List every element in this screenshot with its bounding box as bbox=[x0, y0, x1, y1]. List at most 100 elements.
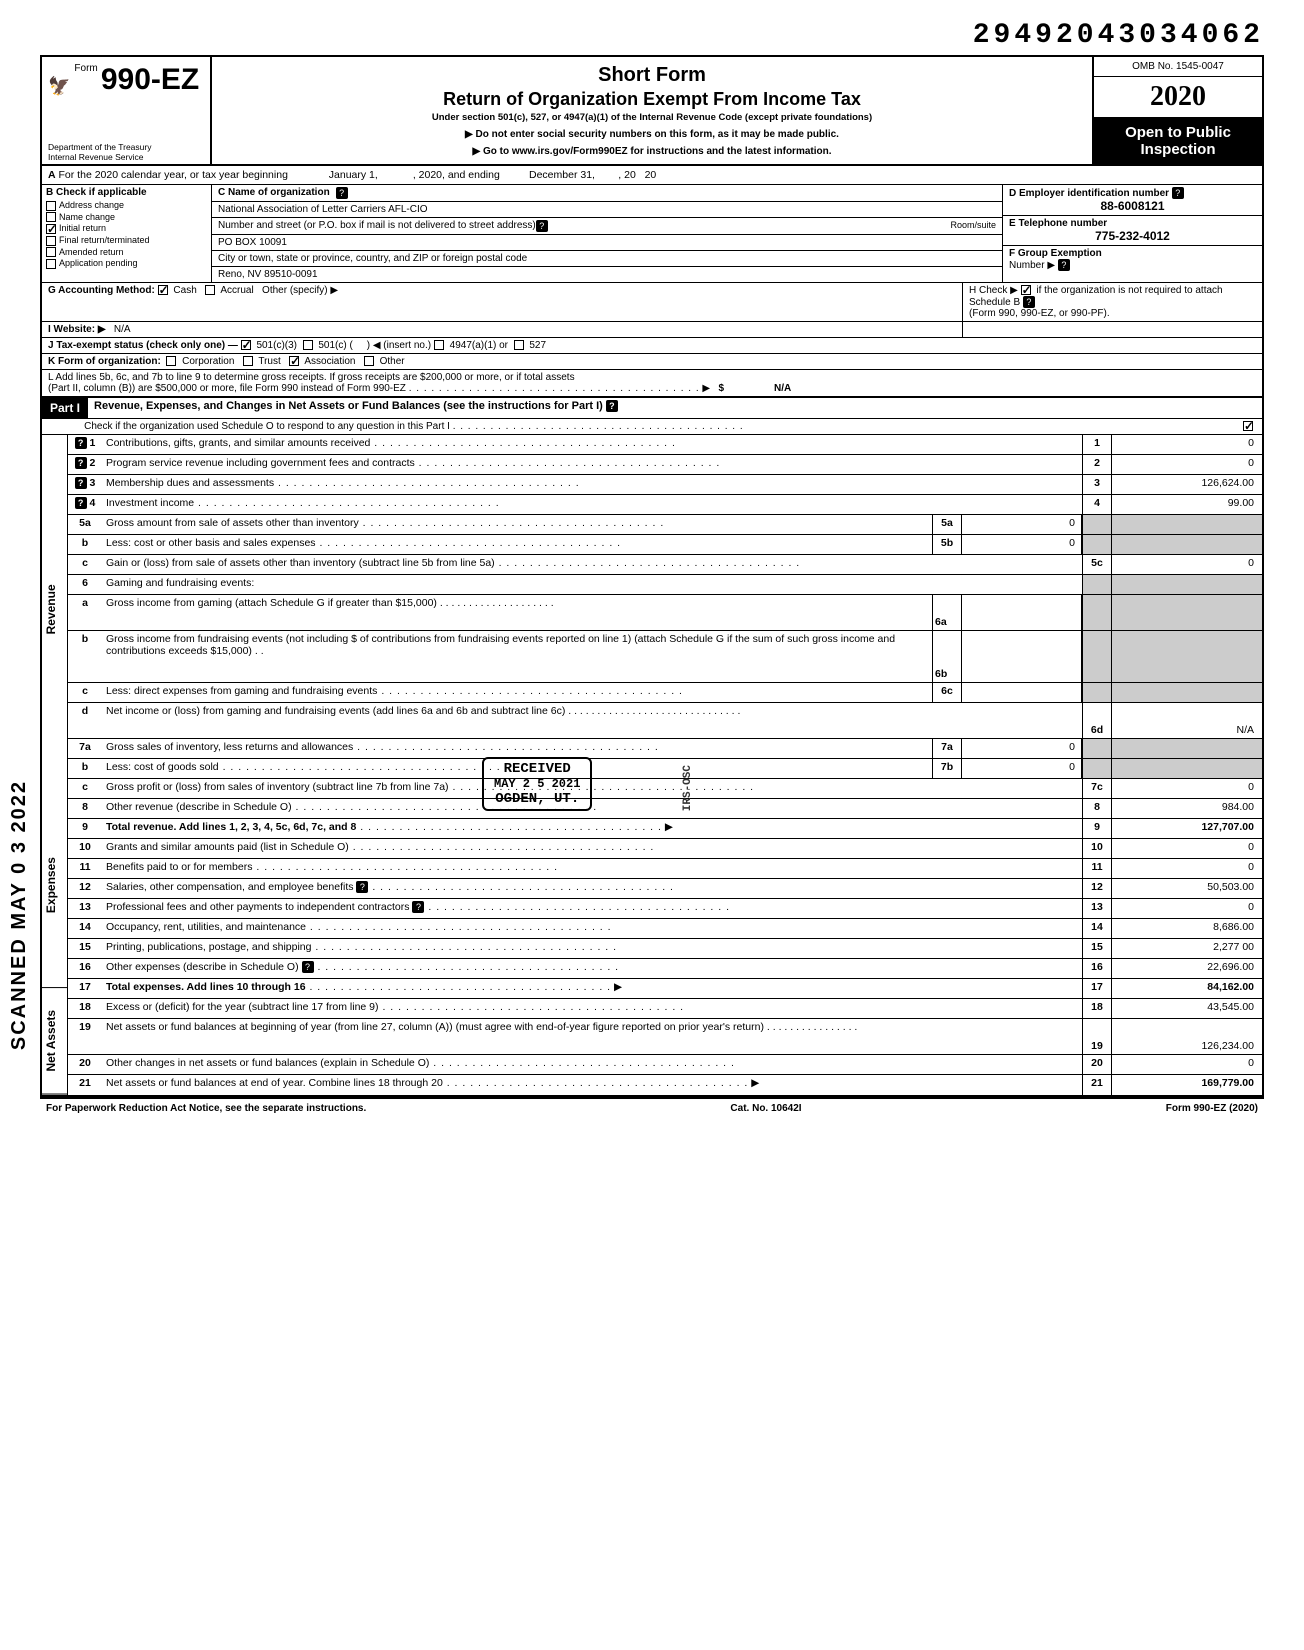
help-icon[interactable]: ? bbox=[1172, 187, 1184, 199]
line-7a: 7a Gross sales of inventory, less return… bbox=[68, 739, 1262, 759]
label-room: Room/suite bbox=[950, 220, 996, 232]
ln6c-rn-shaded bbox=[1082, 683, 1112, 702]
ln6d-desc: Net income or (loss) from gaming and fun… bbox=[106, 705, 565, 717]
help-icon[interactable]: ? bbox=[536, 220, 548, 232]
chk-501c3[interactable] bbox=[241, 340, 251, 350]
part-1-label: Part I bbox=[42, 398, 88, 418]
chk-trust[interactable] bbox=[243, 356, 253, 366]
help-icon[interactable]: ? bbox=[1058, 259, 1070, 271]
chk-527[interactable] bbox=[514, 340, 524, 350]
line-8: 8 Other revenue (describe in Schedule O)… bbox=[68, 799, 1262, 819]
chk-other-org[interactable] bbox=[364, 356, 374, 366]
row-l-text1: L Add lines 5b, 6c, and 7b to line 9 to … bbox=[48, 372, 575, 383]
ln8-rv: 984.00 bbox=[1112, 799, 1262, 818]
form-990ez: 🦅 Form 990-EZ Department of the Treasury… bbox=[40, 55, 1264, 1099]
help-icon[interactable]: ? bbox=[75, 457, 87, 469]
document-number: 29492043034062 bbox=[40, 20, 1264, 51]
city-state-zip: Reno, NV 89510-0091 bbox=[218, 269, 318, 280]
help-icon[interactable]: ? bbox=[336, 187, 348, 199]
ln19-desc: Net assets or fund balances at beginning… bbox=[106, 1021, 764, 1033]
label-h3: (Form 990, 990-EZ, or 990-PF). bbox=[969, 308, 1110, 319]
ln7c-rn: 7c bbox=[1082, 779, 1112, 798]
help-icon[interactable]: ? bbox=[302, 961, 314, 973]
ln5a-mn: 5a bbox=[932, 515, 962, 534]
chk-501c[interactable] bbox=[303, 340, 313, 350]
chk-corp[interactable] bbox=[166, 356, 176, 366]
ln16-rn: 16 bbox=[1082, 959, 1112, 978]
ln6-rv-shaded bbox=[1112, 575, 1262, 594]
chk-name-change[interactable] bbox=[46, 212, 56, 222]
label-f-number: Number ▶ bbox=[1009, 260, 1055, 271]
ln2-rn: 2 bbox=[1082, 455, 1112, 474]
ln9-rn: 9 bbox=[1082, 819, 1112, 838]
ln6d-rn: 6d bbox=[1082, 703, 1112, 738]
chk-final-return[interactable] bbox=[46, 236, 56, 246]
ln11-rn: 11 bbox=[1082, 859, 1112, 878]
footer-right: Form 990-EZ (2020) bbox=[1166, 1103, 1258, 1114]
ln5a-rn-shaded bbox=[1082, 515, 1112, 534]
help-icon[interactable]: ? bbox=[606, 400, 618, 412]
stamp-scanned: SCANNED MAY 0 3 2022 bbox=[8, 780, 31, 1050]
chk-address-change[interactable] bbox=[46, 201, 56, 211]
ln6a-num: a bbox=[68, 595, 102, 630]
row-j: J Tax-exempt status (check only one) — 5… bbox=[42, 338, 1262, 354]
chk-cash[interactable] bbox=[158, 285, 168, 295]
ln7b-rn-shaded bbox=[1082, 759, 1112, 778]
line-1: ? 1 Contributions, gifts, grants, and si… bbox=[68, 435, 1262, 455]
row-l-dollar: $ bbox=[718, 383, 724, 394]
ln1-num: 1 bbox=[90, 437, 96, 449]
chk-initial-return[interactable] bbox=[46, 224, 56, 234]
ln10-rn: 10 bbox=[1082, 839, 1112, 858]
side-revenue: Revenue bbox=[42, 435, 67, 784]
label-a: A bbox=[48, 169, 56, 181]
ln16-desc: Other expenses (describe in Schedule O) bbox=[106, 961, 299, 973]
help-icon[interactable]: ? bbox=[1023, 296, 1035, 308]
help-icon[interactable]: ? bbox=[412, 901, 424, 913]
row-a-begin: January 1, bbox=[329, 169, 378, 181]
ln6d-num: d bbox=[68, 703, 102, 738]
section-b-header: B Check if applicable bbox=[46, 187, 207, 198]
ln2-rv: 0 bbox=[1112, 455, 1262, 474]
chk-accrual[interactable] bbox=[205, 285, 215, 295]
chk-schedule-o[interactable] bbox=[1243, 421, 1253, 431]
ln7a-desc: Gross sales of inventory, less returns a… bbox=[106, 741, 353, 753]
lbl-amended: Amended return bbox=[59, 247, 124, 257]
ln6a-mv bbox=[962, 595, 1082, 630]
help-icon[interactable]: ? bbox=[75, 497, 87, 509]
ln4-rv: 99.00 bbox=[1112, 495, 1262, 514]
ln18-desc: Excess or (deficit) for the year (subtra… bbox=[106, 1001, 379, 1013]
website-value: N/A bbox=[114, 324, 131, 335]
help-icon[interactable]: ? bbox=[356, 881, 368, 893]
dept-irs: Internal Revenue Service bbox=[48, 153, 204, 162]
footer-left: For Paperwork Reduction Act Notice, see … bbox=[46, 1103, 366, 1114]
row-k: K Form of organization: Corporation Trus… bbox=[42, 354, 1262, 370]
line-16: 16 Other expenses (describe in Schedule … bbox=[68, 959, 1262, 979]
line-13: 13 Professional fees and other payments … bbox=[68, 899, 1262, 919]
chk-assoc[interactable] bbox=[289, 356, 299, 366]
side-netassets: Net Assets bbox=[42, 988, 67, 1095]
line-15: 15 Printing, publications, postage, and … bbox=[68, 939, 1262, 959]
ln20-desc: Other changes in net assets or fund bala… bbox=[106, 1057, 429, 1069]
chk-pending[interactable] bbox=[46, 259, 56, 269]
line-3: ? 3 Membership dues and assessments 3 12… bbox=[68, 475, 1262, 495]
ln8-desc: Other revenue (describe in Schedule O) bbox=[106, 801, 292, 813]
ln21-desc: Net assets or fund balances at end of ye… bbox=[106, 1077, 443, 1089]
lbl-name-change: Name change bbox=[59, 212, 115, 222]
ln14-desc: Occupancy, rent, utilities, and maintena… bbox=[106, 921, 306, 933]
help-icon[interactable]: ? bbox=[75, 477, 87, 489]
ln13-rn: 13 bbox=[1082, 899, 1112, 918]
ln4-rn: 4 bbox=[1082, 495, 1112, 514]
ln9-rv: 127,707.00 bbox=[1112, 819, 1262, 838]
ln5c-desc: Gain or (loss) from sale of assets other… bbox=[106, 557, 495, 569]
line-6: 6 Gaming and fundraising events: bbox=[68, 575, 1262, 595]
label-city: City or town, state or province, country… bbox=[218, 253, 527, 264]
page-footer: For Paperwork Reduction Act Notice, see … bbox=[40, 1099, 1264, 1118]
help-icon[interactable]: ? bbox=[75, 437, 87, 449]
chk-amended[interactable] bbox=[46, 247, 56, 257]
line-7c: c Gross profit or (loss) from sales of i… bbox=[68, 779, 1262, 799]
ln5c-rv: 0 bbox=[1112, 555, 1262, 574]
line-19: 19 Net assets or fund balances at beginn… bbox=[68, 1019, 1262, 1055]
chk-4947[interactable] bbox=[434, 340, 444, 350]
form-number: 990-EZ bbox=[101, 63, 199, 96]
chk-schedule-b[interactable] bbox=[1021, 285, 1031, 295]
